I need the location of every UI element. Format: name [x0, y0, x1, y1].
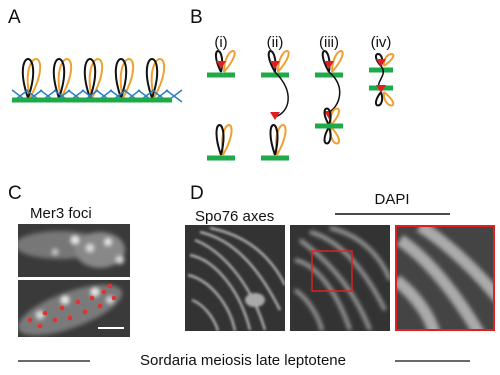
loop [114, 58, 128, 99]
loop [382, 91, 395, 107]
subpanel-label: (iii) [319, 34, 339, 51]
arrow-head [216, 61, 226, 69]
loop [331, 50, 344, 73]
loop [21, 58, 35, 99]
arrow-head [270, 61, 280, 69]
loop [323, 126, 332, 145]
panel-label: B [190, 7, 203, 28]
loop [83, 58, 97, 99]
loop [323, 107, 332, 126]
subpanel-label: (iv) [371, 34, 392, 51]
loop [374, 91, 384, 107]
image-title: Mer3 foci [30, 205, 92, 222]
diagrams [11, 50, 395, 161]
tether [328, 71, 341, 113]
micrograph-signal [18, 283, 124, 336]
loop [269, 124, 279, 156]
loop [215, 124, 225, 156]
loop [26, 58, 42, 99]
arrow-head [270, 112, 280, 120]
loop [277, 50, 290, 73]
loop [145, 58, 159, 99]
loop [52, 58, 66, 99]
micrograph [185, 225, 285, 331]
zoom-box [311, 250, 353, 292]
loop [382, 53, 395, 67]
loop [119, 58, 135, 99]
panel-label: D [190, 183, 204, 204]
subpanel-label: (ii) [267, 34, 284, 51]
panel-label: C [8, 183, 22, 204]
tether [274, 71, 289, 118]
arrow-head [376, 85, 386, 93]
loop [223, 50, 236, 73]
micrograph-signal [294, 226, 390, 331]
subpanel-label: (i) [214, 34, 227, 51]
loop [329, 126, 340, 145]
image-title: Spo76 axes [195, 208, 274, 225]
arrow-head [376, 59, 386, 67]
micrograph-signal [187, 227, 285, 331]
loop [57, 58, 73, 99]
loop [150, 58, 166, 99]
loop [88, 58, 104, 99]
arrow-head [324, 61, 334, 69]
panel-label: A [8, 7, 21, 28]
zoom-frame [395, 225, 495, 331]
caption: Sordaria meiosis late leptotene [140, 352, 346, 369]
image-title: DAPI [374, 191, 409, 208]
micrograph-signal [18, 231, 125, 268]
